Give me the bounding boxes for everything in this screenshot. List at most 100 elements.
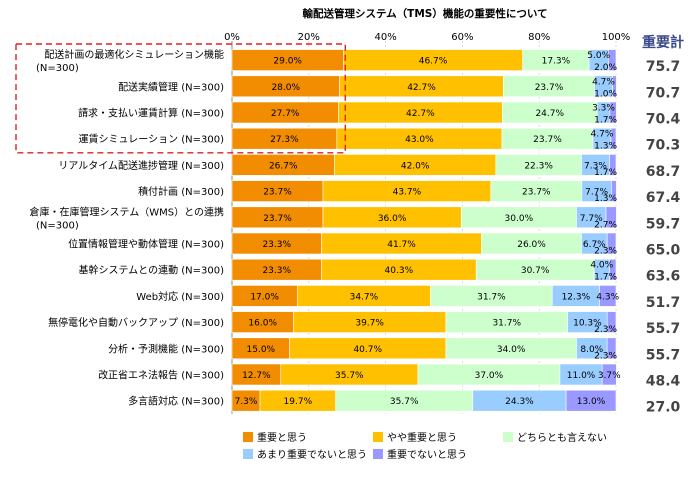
value-label: 30.0% [505, 214, 534, 224]
importance-total: 27.0 [646, 400, 681, 416]
category-label: 運賃シミュレーション (N=300) [78, 133, 224, 146]
value-label: 39.7% [355, 319, 384, 329]
category-label: Web対応 (N=300) [136, 290, 224, 303]
importance-total: 55.7 [646, 347, 681, 363]
value-label: 23.7% [533, 135, 562, 145]
value-label: 10.3% [573, 319, 602, 329]
bar-segment [565, 389, 617, 412]
category-label: リアルタイム配送進捗管理 (N=300) [58, 159, 224, 172]
value-label: 19.7% [284, 397, 313, 407]
value-label: 40.3% [385, 266, 414, 276]
category-label: 改正省エネ法報告 (N=300) [98, 369, 224, 382]
importance-total: 70.7 [646, 85, 681, 101]
value-label: 17.3% [542, 57, 571, 67]
importance-total: 51.7 [646, 295, 681, 311]
bar-segment [609, 101, 617, 124]
x-tick-label: 80% [528, 32, 550, 43]
x-axis-ticks: 0% 20% 40% 60% 80% 100% [224, 32, 630, 43]
value-label: 34.0% [497, 345, 526, 355]
bar-segment [606, 337, 617, 360]
value-label: 4.7% [591, 130, 614, 140]
legend-swatch [503, 432, 513, 442]
bar-segment [606, 311, 617, 333]
value-label: 4.3% [596, 292, 619, 302]
category-label: 配送計画の最適化シミュレーション機能 [44, 48, 224, 61]
value-label: 41.7% [387, 240, 416, 250]
value-label: 3.7% [598, 371, 621, 381]
value-label: 23.7% [263, 214, 292, 224]
importance-total: 48.4 [646, 374, 681, 390]
value-label: 24.3% [505, 397, 534, 407]
value-label: 17.0% [250, 292, 279, 302]
value-label: 2.7% [594, 220, 617, 230]
value-label: 4.0% [590, 261, 613, 271]
x-tick-label: 0% [224, 32, 240, 43]
importance-total: 70.3 [646, 138, 681, 154]
bar-segment [611, 180, 617, 202]
value-label: 11.0% [567, 371, 596, 381]
value-label: 40.7% [353, 345, 382, 355]
value-label: 16.0% [248, 319, 277, 329]
category-label: 積付計画 (N=300) [138, 185, 224, 198]
importance-totals: 重要計 75.7 70.7 70.4 70.3 68.7 67.4 59.7 65.0 63.6… [642, 34, 684, 416]
x-tick-label: 20% [298, 32, 320, 43]
value-label: 35.7% [390, 397, 419, 407]
value-label: 31.7% [477, 292, 506, 302]
legend-label: 重要と思う [257, 431, 307, 444]
value-label: 7.3% [235, 397, 258, 407]
value-label: 23.7% [522, 188, 551, 198]
value-label: 15.0% [247, 345, 276, 355]
value-label: 42.0% [401, 161, 430, 171]
value-label: 7.7% [580, 214, 603, 224]
bar-segment [610, 127, 617, 150]
legend-label: あまり重要でないと思う [257, 448, 367, 461]
score-header: 重要計 [642, 34, 684, 51]
value-label: 2.3% [594, 351, 617, 361]
value-label: 4.7% [592, 77, 615, 87]
value-label: 7.3% [584, 161, 607, 171]
segment-value-labels: 29.0% 46.7% 17.3% 5.0% 2.0% 28.0% 42.7% 23.7% 4.… [235, 51, 622, 407]
bar-segment [601, 363, 617, 386]
value-label: 1.3% [594, 194, 617, 204]
bar-segment [599, 285, 617, 307]
importance-total: 65.0 [646, 243, 681, 259]
category-n-label: (N=300) [36, 63, 79, 74]
legend-swatch [373, 449, 383, 459]
importance-total: 75.7 [646, 59, 681, 75]
category-label: 請求・支払い運賃計算 (N=300) [78, 107, 224, 120]
x-tick-label: 40% [374, 32, 396, 43]
value-label: 1.7% [594, 273, 617, 283]
category-label: 倉庫・在庫管理システム（WMS）との連携 [30, 205, 224, 218]
value-label: 24.7% [535, 109, 564, 119]
value-label: 34.7% [350, 292, 379, 302]
value-label: 30.7% [521, 266, 550, 276]
highlight-box [15, 43, 346, 154]
value-label: 2.0% [594, 63, 617, 73]
value-label: 37.0% [475, 371, 504, 381]
value-label: 36.0% [378, 214, 407, 224]
importance-total: 59.7 [646, 216, 681, 232]
value-label: 42.7% [406, 109, 435, 119]
legend-label: 重要でないと思う [387, 448, 467, 461]
bar-segment [605, 206, 617, 229]
x-tick-label: 100% [602, 32, 631, 43]
value-label: 12.3% [562, 292, 591, 302]
value-label: 1.7% [594, 168, 617, 178]
value-label: 22.3% [524, 161, 553, 171]
legend-swatch [243, 432, 253, 442]
value-label: 3.3% [592, 104, 615, 114]
bar-segments [231, 49, 617, 412]
category-labels: 配送計画の最適化シミュレーション機能 (N=300) 配送実績管理 (N=300) 請… [30, 48, 225, 408]
value-label: 43.7% [393, 188, 422, 198]
value-label: 2.3% [594, 325, 617, 335]
legend-swatch [243, 449, 253, 459]
bar-segment [612, 75, 617, 98]
bar-segment [609, 154, 617, 176]
legend-swatch [373, 432, 383, 442]
importance-total: 63.6 [646, 269, 681, 285]
value-label: 2.3% [594, 247, 617, 257]
value-label: 23.3% [262, 240, 291, 250]
value-label: 29.0% [273, 57, 302, 67]
